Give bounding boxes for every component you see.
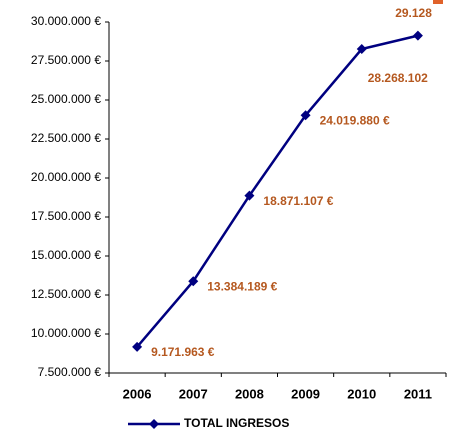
x-tick-label: 2009 (291, 386, 320, 401)
point-marker (132, 341, 143, 352)
data-label: 24.019.880 € (320, 113, 390, 127)
y-tick-label: 20.000.000 € (31, 170, 101, 184)
y-tick-label: 7.500.000 € (38, 365, 102, 379)
x-tick-label: 2010 (347, 386, 376, 401)
data-label: 29.128 (395, 6, 432, 20)
y-tick-label: 15.000.000 € (31, 248, 101, 262)
y-tick-label: 17.500.000 € (31, 209, 101, 223)
x-tick-label: 2007 (179, 386, 208, 401)
y-tick-label: 12.500.000 € (31, 287, 101, 301)
y-tick-label: 22.500.000 € (31, 131, 101, 145)
y-tick-label: 30.000.000 € (31, 14, 101, 28)
point-marker (412, 30, 423, 41)
legend-label: TOTAL INGRESOS (184, 416, 289, 430)
data-label: 13.384.189 € (207, 279, 277, 293)
point-marker (244, 190, 255, 201)
point-marker (188, 276, 199, 287)
y-tick-label: 25.000.000 € (31, 92, 101, 106)
data-label: 18.871.107 € (263, 194, 333, 208)
data-label: 28.268.102 (368, 71, 428, 85)
y-tick-label: 27.500.000 € (31, 53, 101, 67)
data-label: 9.171.963 € (151, 345, 215, 359)
clipped-mark (433, 0, 443, 4)
legend-marker (149, 419, 159, 429)
x-tick-label: 2011 (404, 386, 432, 401)
x-tick-label: 2008 (235, 386, 264, 401)
point-marker (300, 110, 311, 121)
y-tick-label: 10.000.000 € (31, 326, 101, 340)
series-line (136, 34, 419, 348)
x-tick-label: 2006 (123, 386, 152, 401)
point-marker (356, 44, 367, 55)
